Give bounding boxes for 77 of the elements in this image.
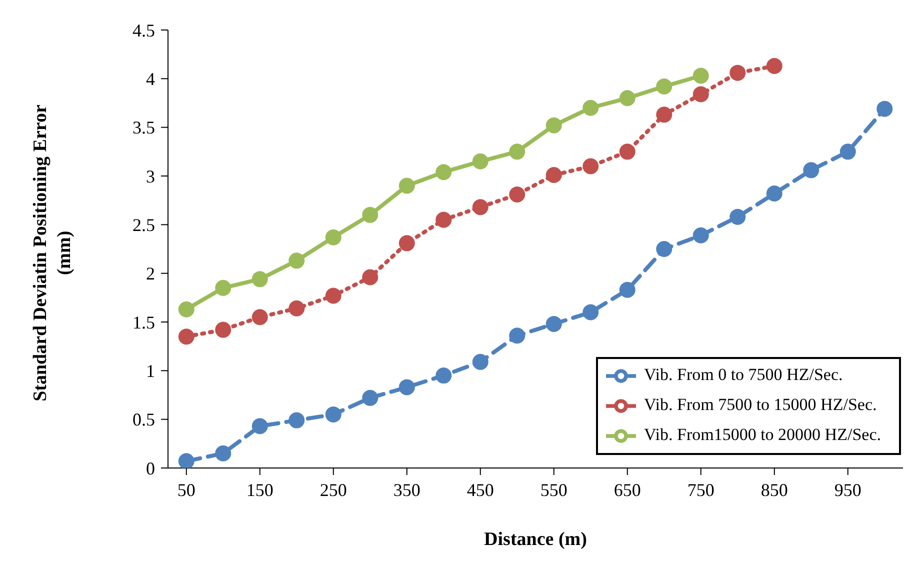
x-tick-label: 650 (614, 480, 641, 500)
point (436, 212, 452, 228)
point (619, 90, 636, 106)
point (656, 78, 672, 94)
point (215, 445, 232, 462)
point (252, 418, 268, 434)
point (546, 167, 562, 184)
point (692, 68, 709, 84)
y-tick-label: 2 (146, 264, 155, 284)
x-tick-label: 750 (687, 480, 714, 500)
y-tick-label: 1.5 (132, 312, 155, 332)
point (178, 328, 194, 345)
point (252, 309, 268, 326)
point (766, 58, 782, 74)
y-tick-label: 4.5 (132, 20, 155, 40)
x-tick-label: 550 (540, 480, 568, 500)
point (436, 368, 452, 384)
point (178, 301, 194, 318)
y-axis-title: Standard Deviatin Positioning Error (mm) (30, 104, 75, 402)
point (730, 64, 746, 81)
point (252, 271, 268, 288)
point (546, 117, 562, 134)
point (876, 100, 893, 117)
point (619, 282, 636, 298)
point (178, 453, 194, 468)
point (215, 322, 232, 338)
y-tick-label: 0 (146, 458, 155, 478)
point (472, 199, 488, 216)
x-tick-label: 250 (320, 480, 347, 500)
point (692, 86, 709, 102)
point (803, 162, 820, 178)
point (509, 144, 526, 160)
point (509, 186, 526, 202)
legend-label: Vib. From 7500 to 15000 HZ/Sec. (644, 394, 877, 414)
point (362, 206, 378, 223)
point (619, 144, 636, 160)
point (472, 153, 488, 170)
point (362, 390, 378, 406)
y-tick-label: 0.5 (132, 410, 155, 430)
y-tick-label: 3.5 (132, 118, 155, 138)
x-tick-label: 850 (760, 480, 788, 500)
y-tick-label: 2.5 (132, 215, 155, 236)
x-tick-label: 350 (393, 480, 420, 500)
x-tick-label: 150 (246, 480, 274, 500)
point (325, 229, 342, 246)
point (398, 379, 415, 396)
x-tick-label: 950 (834, 480, 862, 500)
point (436, 164, 452, 180)
legend-label: Vib. From15000 to 20000 HZ/Sec. (644, 424, 881, 444)
y-tick-label: 3 (146, 166, 155, 186)
x-tick-label: 50 (177, 480, 196, 500)
point (215, 280, 232, 296)
point (656, 106, 672, 123)
point (730, 208, 746, 225)
point (288, 252, 305, 269)
point (398, 178, 415, 194)
point (656, 241, 672, 257)
point (840, 144, 856, 160)
point (398, 235, 415, 252)
y-tick-label: 1 (146, 361, 155, 382)
point (582, 304, 599, 320)
point (325, 288, 342, 304)
point (546, 316, 562, 332)
point (288, 412, 305, 428)
point (766, 186, 782, 202)
x-tick-label: 450 (466, 480, 494, 500)
point (472, 354, 488, 370)
point (582, 100, 599, 116)
point (325, 406, 342, 422)
x-axis-title: Distance (m) (484, 529, 587, 550)
point (288, 300, 305, 316)
legend-label: Vib. From 0 to 7500 HZ/Sec. (644, 364, 843, 384)
point (692, 227, 709, 244)
point (509, 328, 526, 344)
point (582, 158, 599, 174)
y-tick-label: 4 (146, 69, 155, 90)
point (362, 269, 378, 286)
